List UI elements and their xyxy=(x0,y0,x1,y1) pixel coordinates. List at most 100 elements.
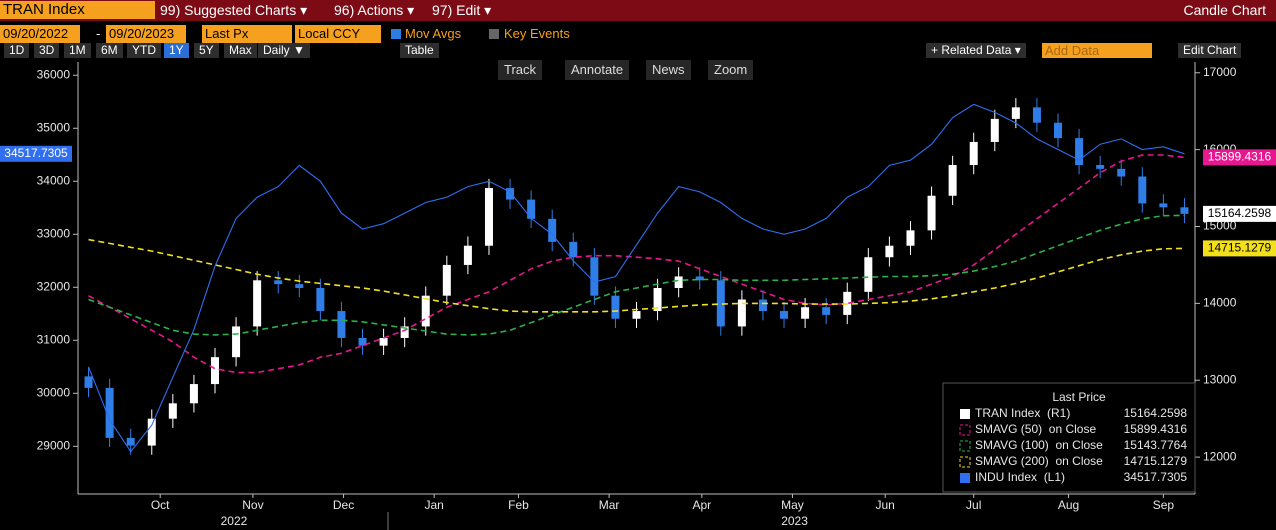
y-tick-label: 34000 xyxy=(37,173,71,187)
candle-body xyxy=(885,245,894,258)
checkbox[interactable] xyxy=(391,29,401,39)
candle-body xyxy=(611,295,620,319)
date-separator: - xyxy=(96,26,101,41)
candle-body xyxy=(906,230,915,246)
y2-tick-label: 13000 xyxy=(1203,372,1237,386)
candle-body xyxy=(316,287,325,312)
candle-body xyxy=(1138,176,1147,204)
chart-tool[interactable]: Track xyxy=(498,60,543,80)
candle-body xyxy=(990,118,999,142)
x-tick-label: Oct xyxy=(151,498,170,512)
end-date[interactable]: 09/20/2023 xyxy=(106,25,186,43)
candle-body xyxy=(421,295,430,327)
period-button[interactable]: 1M xyxy=(64,43,91,58)
candle-body xyxy=(737,299,746,327)
edit-chart[interactable]: Edit Chart xyxy=(1178,43,1242,58)
x-tick-label: Dec xyxy=(333,498,354,512)
checkbox[interactable] xyxy=(489,29,499,39)
chart-tool[interactable]: Annotate xyxy=(565,60,630,80)
candle-body xyxy=(379,337,388,346)
candle-body xyxy=(1032,107,1041,123)
menu-item[interactable]: 96) Actions ▾ xyxy=(334,2,415,18)
start-date[interactable]: 09/20/2022 xyxy=(0,25,80,43)
y-tick-label: 31000 xyxy=(37,332,71,346)
candle-body xyxy=(1096,165,1105,169)
candle-body xyxy=(253,280,262,327)
x-tick-label: Sep xyxy=(1153,498,1175,512)
add-data-input[interactable]: Add Data xyxy=(1042,43,1152,58)
currency-select[interactable]: Local CCY xyxy=(295,25,381,43)
candle-body xyxy=(232,326,241,358)
last-value-flag xyxy=(1203,240,1276,257)
candle-body xyxy=(780,311,789,319)
index-line xyxy=(87,103,1185,453)
candle-body xyxy=(1011,107,1020,119)
legend-swatch xyxy=(959,424,971,436)
candle-body xyxy=(105,387,114,438)
candle-body xyxy=(1180,207,1189,214)
period-button[interactable]: 5Y xyxy=(194,43,219,58)
x-tick-label: Apr xyxy=(692,498,711,512)
candle-body xyxy=(927,195,936,231)
candle-body xyxy=(295,284,304,288)
period-button[interactable]: Max xyxy=(224,43,257,58)
y-tick-label: 35000 xyxy=(37,120,71,134)
last-value-flag xyxy=(1203,205,1276,222)
candle-body xyxy=(716,280,725,327)
moving-average-line xyxy=(88,154,1185,374)
y-tick-label: 29000 xyxy=(37,438,71,452)
candle-body xyxy=(674,276,683,288)
menu-item[interactable]: 97) Edit ▾ xyxy=(432,2,492,18)
security-input[interactable]: TRAN Index xyxy=(0,1,155,19)
period-button[interactable]: 6M xyxy=(96,43,123,58)
frequency-select[interactable]: Daily ▼ xyxy=(258,43,310,58)
last-value-label: 34517.7305 xyxy=(4,146,68,160)
candle-body xyxy=(463,245,472,265)
field-select[interactable]: Last Px xyxy=(202,25,292,43)
y-tick-label: 33000 xyxy=(37,226,71,240)
y2-tick-label: 17000 xyxy=(1203,65,1237,79)
candle-body xyxy=(864,257,873,292)
candle-body xyxy=(210,357,219,385)
period-button[interactable]: 1D xyxy=(4,43,30,58)
candle-body xyxy=(969,141,978,166)
candle-body xyxy=(569,241,578,258)
last-value-flag xyxy=(1203,149,1276,166)
related-data[interactable]: + Related Data ▾ xyxy=(926,43,1026,58)
chart-tool[interactable]: Zoom xyxy=(708,60,754,80)
y2-tick-label: 12000 xyxy=(1203,449,1237,463)
candle-body xyxy=(442,264,451,296)
last-value-label: 15164.2598 xyxy=(1208,206,1272,220)
candle-body xyxy=(400,326,409,338)
candle-body xyxy=(948,165,957,196)
x-tick-label: Jun xyxy=(876,498,895,512)
candle-body xyxy=(358,337,367,346)
table-button[interactable]: Table xyxy=(400,43,439,58)
candle-body xyxy=(1075,138,1084,166)
candle-body xyxy=(126,437,135,446)
legend-title: Last Price xyxy=(1052,390,1106,404)
toggle[interactable]: Key Events xyxy=(504,26,570,41)
legend-value: 15899.4316 xyxy=(1124,422,1188,436)
chart-tool[interactable]: News xyxy=(646,60,691,80)
period-button[interactable]: 3D xyxy=(34,43,60,58)
candle-body xyxy=(758,299,767,312)
title-bar xyxy=(0,0,1276,21)
candle-body xyxy=(337,311,346,338)
candle-body xyxy=(590,257,599,296)
candle-body xyxy=(695,276,704,281)
candle-body xyxy=(653,287,662,312)
candle-body xyxy=(1117,168,1126,177)
legend-swatch xyxy=(959,440,971,452)
x-tick-label: Jan xyxy=(424,498,443,512)
menu-item[interactable]: 99) Suggested Charts ▾ xyxy=(160,2,308,18)
period-button[interactable]: YTD xyxy=(127,43,161,58)
candle-body xyxy=(484,188,493,246)
legend-value: 34517.7305 xyxy=(1124,470,1188,484)
candle-body xyxy=(168,403,177,419)
toggle[interactable]: Mov Avgs xyxy=(405,26,462,41)
candle-body xyxy=(189,384,198,404)
period-button[interactable]: 1Y xyxy=(164,43,189,58)
